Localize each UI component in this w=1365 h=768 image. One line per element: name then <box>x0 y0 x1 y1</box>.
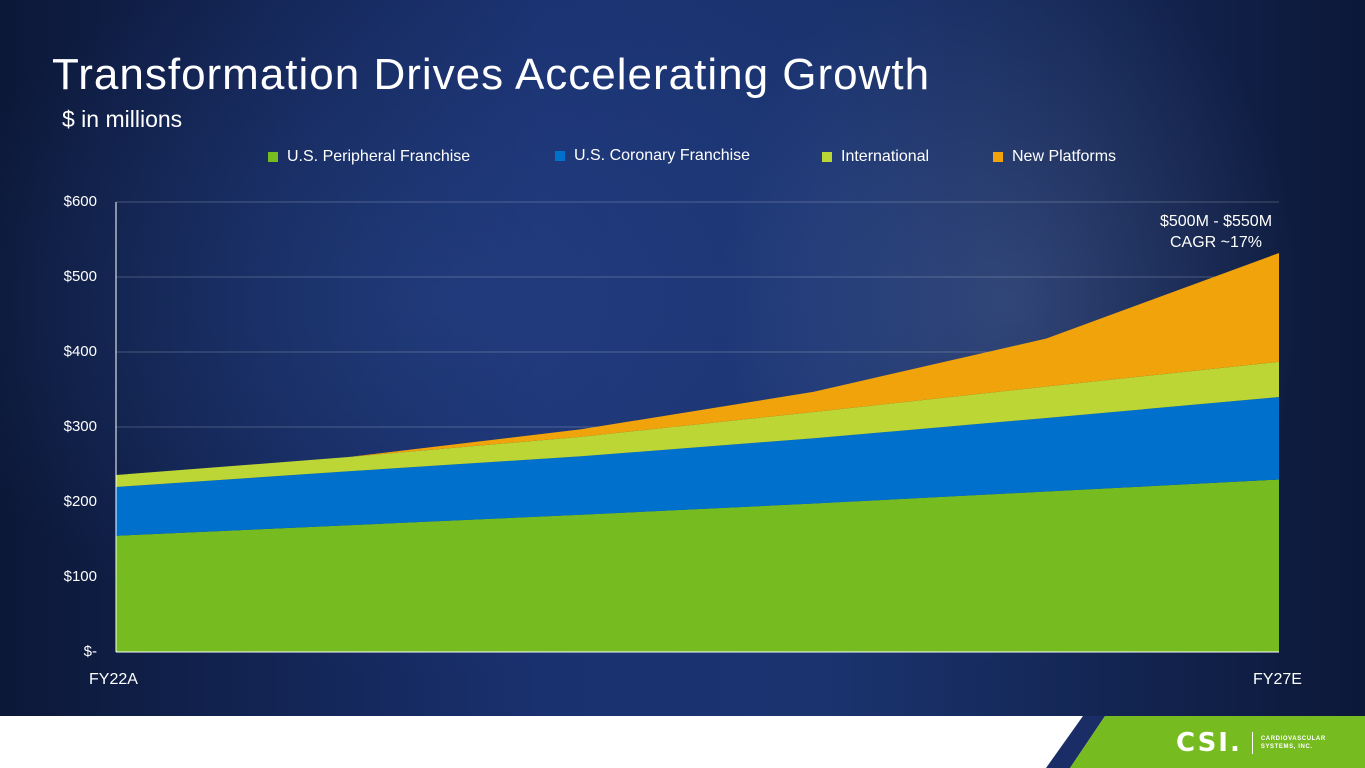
logo-wordmark: CARDIOVASCULAR SYSTEMS, INC. <box>1261 735 1326 751</box>
y-tick-label: $100 <box>63 568 97 585</box>
legend-item: International <box>822 148 929 166</box>
legend-swatch <box>555 151 565 161</box>
legend-item: U.S. Coronary Franchise <box>555 147 750 165</box>
chart-annotation: $500M - $550M CAGR ~17% <box>1146 211 1286 253</box>
x-tick-label: FY27E <box>1253 671 1302 688</box>
legend-label: New Platforms <box>1012 148 1117 165</box>
annotation-range: $500M - $550M <box>1159 213 1273 230</box>
logo-text-line2: SYSTEMS, INC. <box>1260 744 1313 750</box>
slide-subtitle: $ in millions <box>62 106 183 132</box>
legend-label: U.S. Coronary Franchise <box>574 147 751 164</box>
footer-bar: CSI. CARDIOVASCULAR SYSTEMS, INC. <box>0 716 1365 768</box>
y-tick-label: $500 <box>63 268 97 285</box>
area-series-u-s-coronary-franchise <box>116 397 1279 536</box>
y-tick-label: $600 <box>63 193 97 210</box>
legend-swatch <box>822 152 832 162</box>
footer-navy-stripe <box>1046 716 1105 768</box>
logo-mark: CSI. <box>1176 728 1242 758</box>
logo-text-line1: CARDIOVASCULAR <box>1260 736 1326 742</box>
area-series-new-platforms <box>116 253 1279 475</box>
chart-area <box>115 201 1279 653</box>
legend-label: U.S. Peripheral Franchise <box>287 148 471 165</box>
legend-label: International <box>841 148 930 165</box>
csi-logo: CSI. CARDIOVASCULAR SYSTEMS, INC. <box>1176 728 1326 758</box>
logo-divider <box>1251 732 1253 754</box>
area-series-u-s-peripheral-franchise <box>116 479 1279 652</box>
y-tick-label: $300 <box>63 418 97 435</box>
y-tick-label: $200 <box>63 493 97 510</box>
legend-swatch <box>268 152 278 162</box>
y-tick-label: $400 <box>63 343 97 360</box>
annotation-cagr: CAGR ~17% <box>1169 234 1263 251</box>
legend-swatch <box>993 152 1003 162</box>
y-tick-label: $- <box>83 643 97 660</box>
slide-title: Transformation Drives Accelerating Growt… <box>52 50 931 99</box>
footer-green-stripe <box>1070 716 1365 768</box>
legend-item: U.S. Peripheral Franchise <box>268 148 470 166</box>
x-tick-label: FY22A <box>89 671 138 688</box>
legend-item: New Platforms <box>993 148 1116 166</box>
footer-stripes <box>1046 716 1365 768</box>
